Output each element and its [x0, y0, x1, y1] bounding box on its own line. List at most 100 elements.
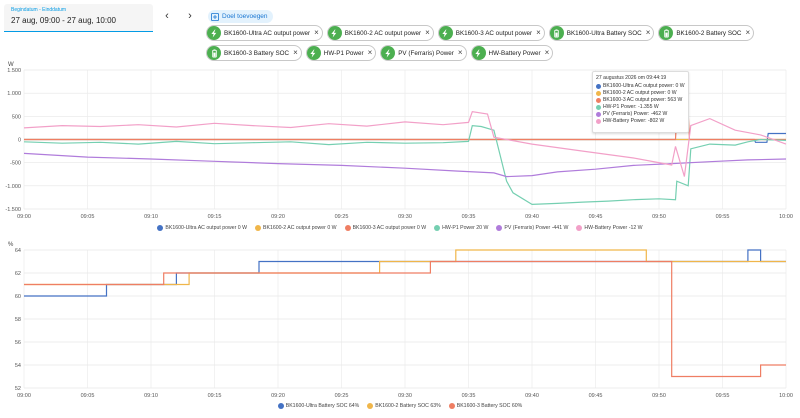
x-tick-label: 09:35 [462, 214, 476, 220]
battery-icon [549, 26, 564, 40]
remove-chip-icon[interactable]: × [293, 48, 298, 57]
chip-label: BK1600-3 AC output power [455, 29, 533, 37]
tooltip-swatch [596, 98, 601, 103]
x-tick-label: 09:20 [271, 393, 285, 399]
target-chip[interactable]: BK1600-Ultra Battery SOC × [548, 25, 655, 41]
tooltip-swatch [596, 112, 601, 117]
y-tick-label: 64 [15, 248, 21, 254]
target-chip[interactable]: BK1600-2 AC output power × [326, 25, 434, 41]
legend-swatch [434, 225, 441, 231]
legend-label: PV (Ferraris) Power -441 W [504, 225, 569, 231]
y-tick-label: 56 [15, 340, 21, 346]
x-tick-label: 09:20 [271, 214, 285, 220]
series-line[interactable] [23, 152, 787, 178]
tooltip-row: PV (Ferraris) Power: -462 W [596, 111, 685, 118]
target-chip[interactable]: BK1600-3 Battery SOC × [206, 45, 302, 61]
legend-item[interactable]: BK1600-Ultra AC output power 0 W [157, 225, 247, 231]
x-tick-label: 09:00 [17, 214, 31, 220]
remove-chip-icon[interactable]: × [745, 28, 751, 37]
x-tick-label: 09:55 [716, 214, 730, 220]
x-tick-label: 09:55 [716, 393, 730, 399]
remove-chip-icon[interactable]: × [367, 48, 373, 57]
series-line[interactable] [24, 249, 786, 286]
target-chip[interactable]: BK1600-Ultra AC output power × [206, 25, 323, 41]
legend-label: HW-P1 Power 20 W [442, 225, 489, 231]
tooltip-text: BK1600-2 AC output power: 0 W [603, 90, 677, 96]
legend-item[interactable]: PV (Ferraris) Power -441 W [496, 225, 568, 231]
target-chip[interactable]: PV (Ferraris) Power × [380, 45, 467, 61]
chip-label: BK1600-Ultra AC output power [224, 29, 311, 37]
legend-label: HW-Battery Power -12 W [584, 225, 643, 231]
flash-icon [438, 26, 453, 40]
tooltip-row: HW-P1 Power: -1.355 W [596, 104, 685, 111]
tooltip-swatch [596, 84, 601, 89]
series-line[interactable] [23, 124, 787, 206]
legend-item[interactable]: BK1600-3 Battery SOC 60% [448, 403, 522, 409]
target-chip[interactable]: HW-P1 Power × [305, 45, 377, 61]
target-chip[interactable]: BK1600-2 Battery SOC × [658, 25, 755, 41]
legend-swatch [576, 225, 583, 231]
flash-icon [471, 46, 486, 60]
y-tick-label: 1.000 [7, 91, 21, 97]
legend-item[interactable]: BK1600-3 AC output power 0 W [344, 225, 426, 231]
tooltip-swatch [596, 105, 601, 110]
x-tick-label: 09:25 [335, 393, 349, 399]
tooltip-text: BK1600-Ultra AC output power: 0 W [603, 83, 685, 89]
remove-chip-icon[interactable]: × [536, 28, 541, 37]
series-line[interactable] [23, 111, 787, 177]
chip-label: BK1600-3 Battery SOC [224, 49, 290, 57]
chip-label: BK1600-2 Battery SOC [676, 29, 742, 37]
date-range-value: 27 aug, 09:00 - 27 aug, 10:00 [11, 16, 116, 25]
x-tick-label: 09:25 [335, 214, 349, 220]
y-tick-label: 58 [15, 317, 21, 323]
legend-item[interactable]: HW-P1 Power 20 W [434, 225, 488, 231]
previous-period-button[interactable]: ‹ [165, 10, 169, 22]
legend-swatch [448, 403, 455, 409]
remove-chip-icon[interactable]: × [645, 28, 651, 37]
add-target-label: Doel toevoegen [222, 13, 268, 20]
chip-label: BK1600-2 AC output power [344, 29, 422, 37]
target-chip[interactable]: HW-Battery Power × [470, 45, 554, 61]
chip-label: HW-P1 Power [323, 49, 364, 57]
legend-swatch [367, 403, 374, 409]
next-period-button[interactable]: › [188, 10, 192, 22]
x-tick-label: 09:10 [144, 393, 158, 399]
legend-item[interactable]: HW-Battery Power -12 W [576, 225, 643, 231]
legend-item[interactable]: BK1600-Ultra Battery SOC 64% [277, 403, 359, 409]
add-target-button[interactable]: Doel toevoegen [208, 10, 273, 23]
date-range-label: Begindatum - Einddatum [11, 7, 67, 13]
tooltip-text: HW-P1 Power: -1.355 W [603, 104, 659, 110]
remove-chip-icon[interactable]: × [544, 48, 550, 57]
legend-swatch [496, 225, 503, 231]
target-chips: BK1600-Ultra AC output power × BK1600-2 AC… [206, 25, 766, 61]
legend-swatch [277, 403, 284, 409]
y-tick-label: 500 [12, 114, 21, 120]
target-chip[interactable]: BK1600-3 AC output power × [437, 25, 545, 41]
date-range-picker[interactable]: Begindatum - Einddatum 27 aug, 09:00 - 2… [4, 4, 153, 32]
remove-chip-icon[interactable]: × [314, 28, 319, 37]
legend-label: BK1600-Ultra AC output power 0 W [165, 225, 248, 231]
flash-icon [207, 26, 221, 40]
x-tick-label: 09:05 [81, 393, 95, 399]
remove-chip-icon[interactable]: × [457, 48, 463, 57]
legend-item[interactable]: BK1600-2 Battery SOC 63% [367, 403, 441, 409]
x-tick-label: 10:00 [779, 393, 793, 399]
chip-label: HW-Battery Power [488, 49, 541, 57]
x-tick-label: 09:30 [398, 393, 412, 399]
x-tick-label: 09:05 [81, 214, 95, 220]
y-tick-label: 60 [15, 294, 21, 300]
remove-chip-icon[interactable]: × [425, 28, 430, 37]
x-tick-label: 10:00 [779, 214, 793, 220]
y-tick-label: 52 [15, 386, 21, 392]
power-chart-legend: BK1600-Ultra AC output power 0 W BK1600-2… [0, 225, 800, 231]
y-tick-label: -1.500 [5, 207, 21, 213]
legend-item[interactable]: BK1600-2 AC output power 0 W [255, 225, 337, 231]
flash-icon [306, 46, 321, 60]
tooltip-row: BK1600-3 AC output power: 563 W [596, 97, 685, 104]
legend-swatch [255, 225, 262, 231]
y-tick-label: 0 [18, 138, 21, 144]
series-line[interactable] [24, 260, 786, 378]
y-tick-label: -1.000 [5, 184, 21, 190]
tooltip-row: BK1600-Ultra AC output power: 0 W [596, 83, 685, 90]
